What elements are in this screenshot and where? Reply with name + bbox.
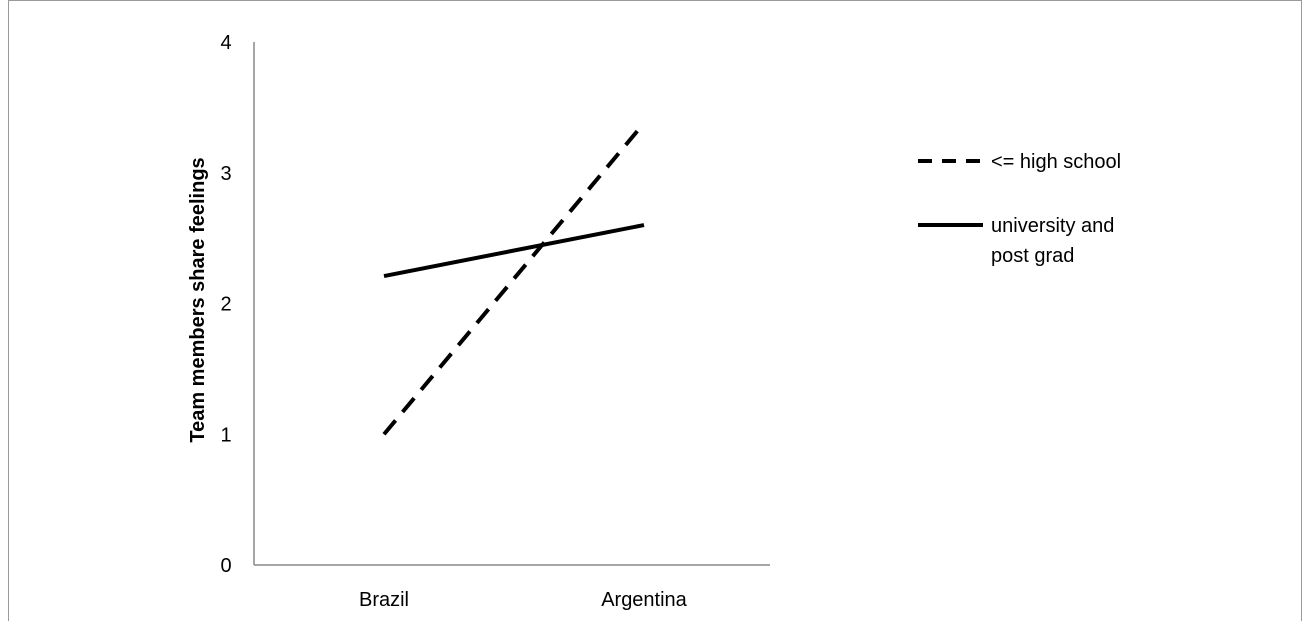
y-tick-label-1: 1 [220,424,231,446]
y-tick-label-2: 2 [220,294,231,316]
y-tick-label-4: 4 [220,32,231,54]
x-tick-label-argentina: Argentina [601,589,687,611]
y-axis-title: Team members share feelings [187,157,209,442]
y-tick-label-0: 0 [220,555,231,577]
series-lines [382,121,646,436]
legend: <= high school university and post grad [918,151,1121,267]
legend-label-0: <= high school [991,151,1121,173]
series-line-high-school [382,121,646,436]
y-tick-labels: 0 1 2 3 4 [220,32,231,577]
x-tick-label-brazil: Brazil [359,589,409,611]
x-tick-labels: Brazil Argentina [359,589,688,611]
legend-label-1: university and post grad [991,215,1114,267]
series-line-university [383,223,645,279]
chart-frame [8,0,1302,621]
y-tick-label-3: 3 [220,163,231,185]
axes [253,42,770,566]
